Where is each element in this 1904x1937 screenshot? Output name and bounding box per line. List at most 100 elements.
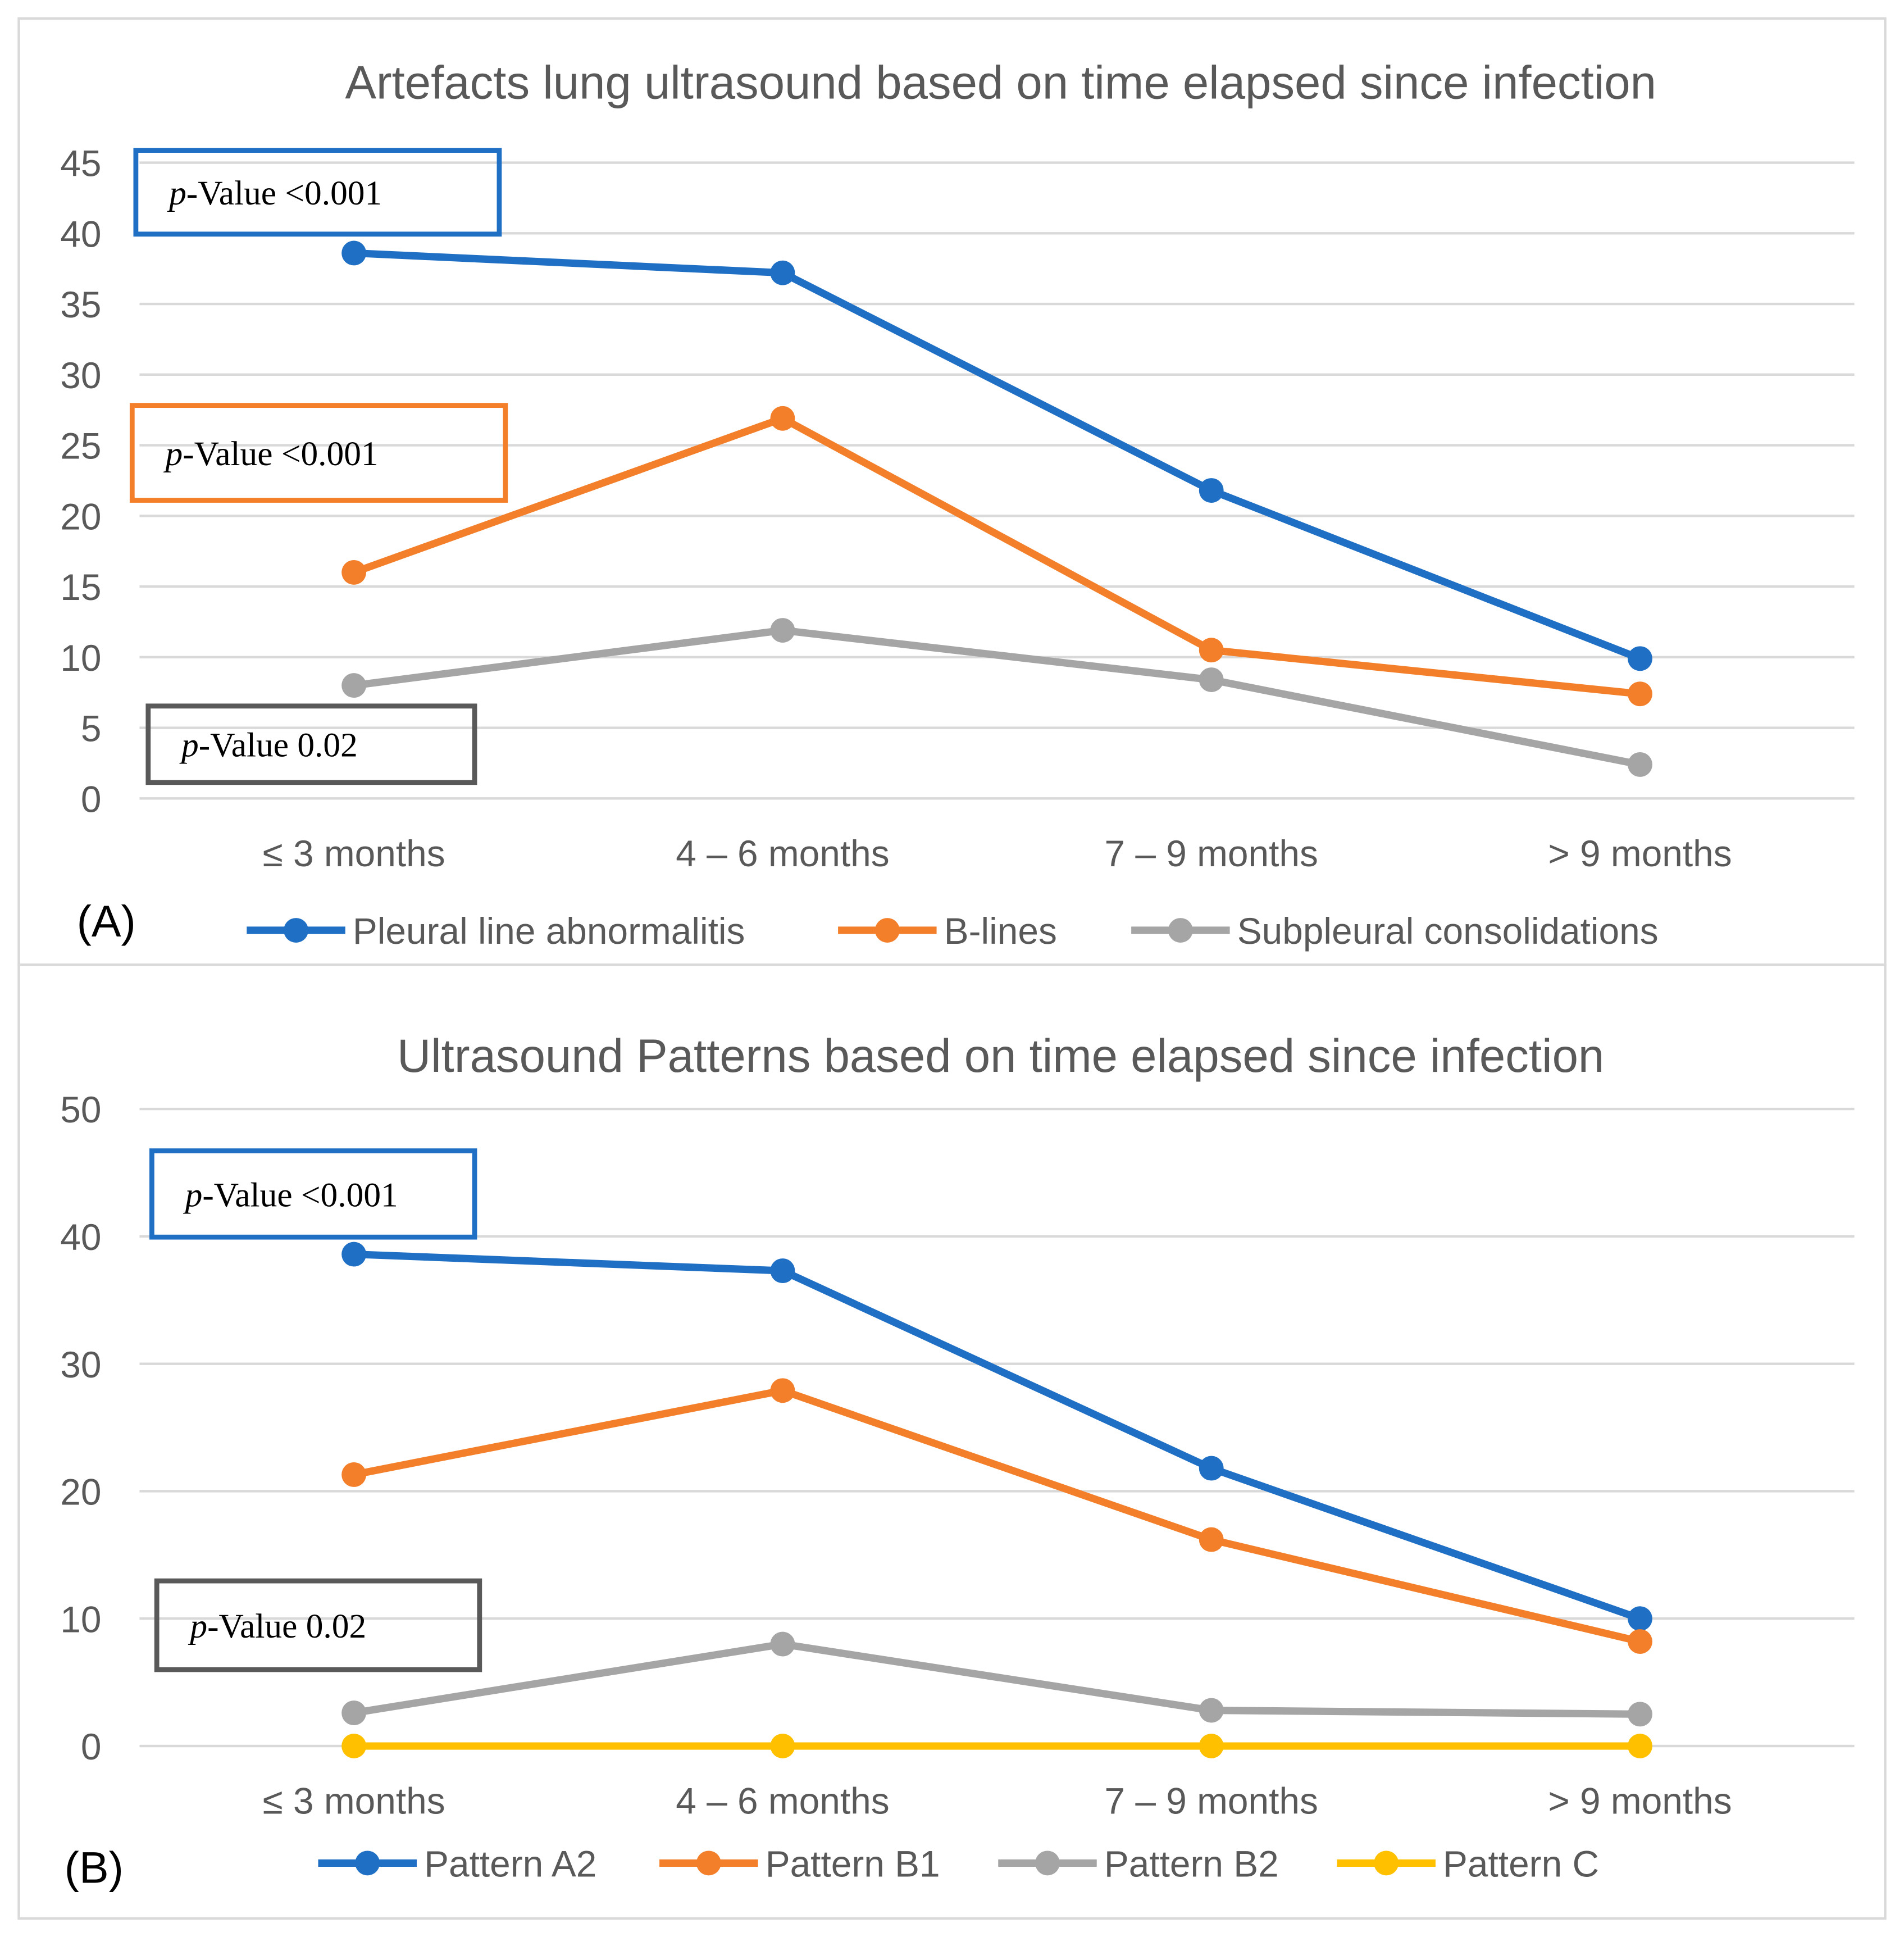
data-point	[1628, 1734, 1652, 1758]
series-line	[353, 1386, 1641, 1645]
y-tick-label: 50	[60, 1089, 101, 1130]
chart-title: Ultrasound Patterns based on time elapse…	[397, 1030, 1604, 1082]
x-tick-label: 7 – 9 months	[1105, 1780, 1318, 1822]
legend-label: B-lines	[944, 910, 1057, 952]
x-tick-label: ≤ 3 months	[263, 1780, 445, 1822]
data-point	[770, 1258, 795, 1284]
data-point	[1628, 752, 1652, 777]
y-tick-label: 30	[60, 1344, 101, 1385]
p-value-label: p-Value <0.001	[183, 1176, 398, 1214]
panel-b-border	[17, 963, 1887, 1920]
panel-a-border	[17, 17, 1887, 966]
p-symbol: p	[167, 174, 186, 212]
data-point	[341, 240, 367, 266]
data-point	[1199, 667, 1224, 692]
y-tick-label: 35	[60, 284, 101, 325]
y-tick-label: 10	[60, 637, 101, 679]
data-point	[341, 673, 367, 698]
x-tick-label: 7 – 9 months	[1105, 833, 1318, 874]
p-value-text: -Value 0.02	[207, 1607, 366, 1645]
panel-label: (A)	[77, 897, 136, 946]
data-point	[1199, 1527, 1224, 1552]
series-line	[353, 249, 1642, 662]
x-tick-label: 4 – 6 months	[676, 1780, 889, 1822]
x-tick-label: 4 – 6 months	[676, 833, 889, 874]
p-value-box	[154, 1578, 482, 1672]
p-value-box	[145, 703, 477, 785]
data-point	[770, 406, 795, 431]
legend-swatch-marker	[696, 1850, 721, 1876]
p-value-text: -Value <0.001	[186, 174, 382, 212]
data-point	[1199, 1734, 1224, 1758]
data-point	[341, 1242, 367, 1267]
y-tick-label: 15	[60, 566, 101, 608]
legend-swatch-marker	[355, 1850, 380, 1876]
legend-swatch-marker	[1168, 918, 1193, 943]
data-point	[1628, 1629, 1652, 1654]
legend-label: Pattern B1	[766, 1843, 940, 1885]
data-point	[1628, 1606, 1652, 1631]
data-point	[1199, 1456, 1224, 1481]
data-point	[770, 618, 795, 643]
x-tick-label: > 9 months	[1548, 833, 1732, 874]
p-value-box	[133, 148, 502, 237]
x-tick-label: ≤ 3 months	[263, 833, 445, 874]
legend-label: Pattern A2	[424, 1843, 596, 1885]
p-value-label: p-Value <0.001	[163, 435, 379, 473]
panel-label: (B)	[65, 1843, 124, 1892]
p-symbol: p	[179, 726, 199, 765]
data-point	[1199, 1698, 1224, 1723]
p-symbol: p	[183, 1176, 203, 1214]
legend-label: Pattern B2	[1104, 1843, 1279, 1885]
p-value-label: p-Value 0.02	[188, 1607, 366, 1645]
data-point	[341, 1734, 367, 1758]
legend-swatch-marker	[284, 918, 308, 943]
p-value-text: -Value <0.001	[183, 435, 378, 473]
y-tick-label: 0	[81, 1726, 102, 1767]
data-point	[770, 1734, 795, 1758]
y-tick-label: 40	[60, 213, 101, 254]
x-tick-label: > 9 months	[1548, 1780, 1732, 1822]
p-value-text: -Value 0.02	[199, 726, 358, 765]
y-tick-label: 25	[60, 425, 101, 467]
series-line	[353, 1640, 1641, 1718]
data-point	[1628, 646, 1652, 671]
data-point	[1199, 638, 1224, 663]
data-point	[1199, 478, 1224, 503]
chart-title: Artefacts lung ultrasound based on time …	[345, 56, 1656, 108]
data-point	[341, 1462, 367, 1487]
y-tick-label: 10	[60, 1598, 101, 1640]
data-point	[341, 1700, 367, 1725]
legend-label: Pattern C	[1443, 1843, 1599, 1885]
legend-swatch-marker	[874, 918, 900, 943]
p-value-box	[129, 403, 508, 503]
y-tick-label: 5	[81, 708, 102, 749]
p-symbol: p	[188, 1607, 207, 1645]
legend-swatch-marker	[1035, 1850, 1060, 1876]
p-value-text: -Value <0.001	[202, 1176, 398, 1214]
p-symbol: p	[163, 435, 183, 473]
data-point	[341, 560, 367, 585]
data-point	[770, 1378, 795, 1403]
chart-a: Artefacts lung ultrasound based on time …	[60, 56, 1855, 952]
y-tick-label: 20	[60, 1471, 101, 1513]
series-line	[353, 626, 1641, 769]
y-tick-label: 30	[60, 354, 101, 396]
legend-swatch-marker	[1374, 1850, 1399, 1876]
y-tick-label: 45	[60, 143, 101, 184]
series-line	[352, 415, 1641, 698]
legend-label: Subpleural consolidations	[1237, 910, 1659, 952]
data-point	[1628, 1702, 1652, 1727]
y-tick-label: 0	[81, 778, 102, 820]
y-tick-label: 20	[60, 495, 101, 537]
data-point	[1628, 681, 1652, 707]
data-point	[770, 1631, 795, 1657]
p-value-box	[149, 1148, 477, 1240]
series-line	[353, 1251, 1642, 1622]
data-point	[770, 260, 795, 285]
y-tick-label: 40	[60, 1216, 101, 1258]
chart-b: Ultrasound Patterns based on time elapse…	[60, 1030, 1855, 1892]
p-value-label: p-Value 0.02	[179, 726, 358, 765]
p-value-label: p-Value <0.001	[167, 174, 382, 212]
